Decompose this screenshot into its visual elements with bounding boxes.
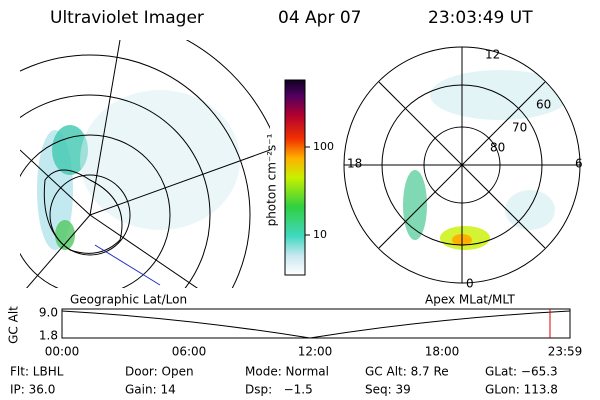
timeline-box (61, 308, 571, 339)
footer-field: Gain: 14 (125, 383, 176, 397)
timeline-xtick: 06:00 (172, 345, 207, 359)
lat-label: 70 (512, 121, 527, 135)
footer-field: Flt: LBHL (10, 365, 64, 379)
footer: Flt: LBHL Door: Open Mode: Normal GC Alt: 8… (10, 365, 558, 397)
date: 04 Apr 07 (278, 8, 361, 28)
colorbar-tick: 100 (313, 140, 334, 153)
mlt-label: 12 (485, 48, 500, 62)
timeline-xtick: 00:00 (45, 345, 80, 359)
footer-field: GC Alt: 8.7 Re (365, 365, 449, 379)
instrument: Ultraviolet Imager (50, 8, 204, 28)
mlt-label: 6 (575, 157, 583, 171)
timeline-ytick: 9.0 (39, 306, 58, 320)
mlt-label: 18 (347, 157, 362, 171)
footer-field: GLat: −65.3 (485, 365, 558, 379)
lat-label: 80 (490, 141, 505, 155)
footer-field: Mode: Normal (245, 365, 329, 379)
colorbar-label: photon cm⁻²s⁻¹ (265, 133, 279, 226)
colorbar (284, 79, 306, 276)
colorbar-tick: 10 (313, 228, 327, 241)
timeline-xtick: 23:59 (548, 345, 583, 359)
timeline-xtick: 12:00 (298, 345, 333, 359)
footer-field: GLon: 113.8 (485, 383, 558, 397)
polar-image (403, 70, 570, 250)
gc-alt-curve (61, 310, 571, 339)
timeline-ytick: 1.8 (39, 329, 58, 343)
footer-field: IP: 36.0 (10, 383, 55, 397)
footer-field: Seq: 39 (365, 383, 411, 397)
mlt-label: 0 (466, 277, 474, 291)
time: 23:03:49 UT (428, 8, 533, 28)
timeline-xtick: 18:00 (425, 345, 460, 359)
caption: Geographic Lat/Lon (70, 293, 187, 307)
caption: Apex MLat/MLT (425, 293, 515, 307)
geographic-map (20, 40, 270, 288)
footer-field: Dsp: −1.5 (245, 383, 313, 397)
timeline-ylabel: GC Alt (7, 306, 21, 344)
lat-label: 60 (536, 98, 551, 112)
footer-field: Door: Open (125, 365, 194, 379)
